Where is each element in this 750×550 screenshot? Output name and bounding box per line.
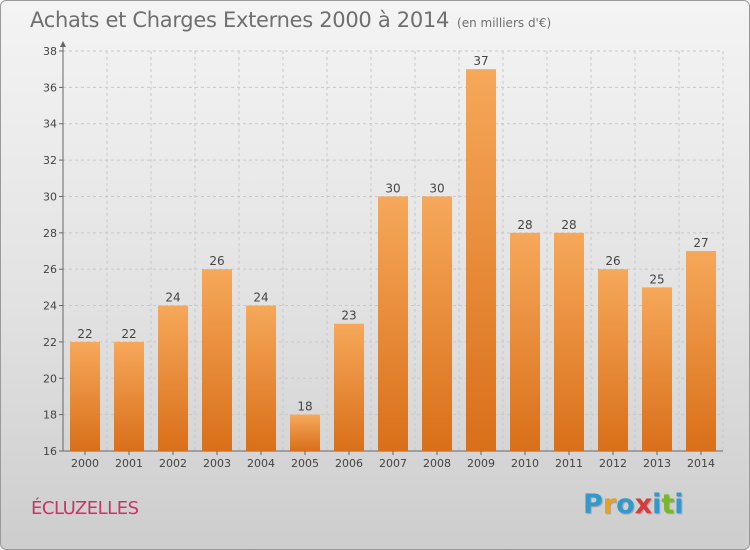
chart-title-text: Achats et Charges Externes 2000 à 2014: [30, 8, 450, 32]
x-tick-label: 2001: [115, 457, 143, 470]
y-tick-label: 18: [43, 409, 57, 422]
bar-value-label: 27: [693, 236, 708, 250]
y-tick-label: 38: [43, 45, 57, 58]
bar: [598, 269, 628, 451]
x-tick-label: 2011: [555, 457, 583, 470]
x-tick-label: 2010: [511, 457, 539, 470]
bar-value-label: 37: [473, 54, 488, 68]
bar-value-label: 18: [297, 400, 312, 414]
x-tick-label: 2006: [335, 457, 363, 470]
commune-name: ÉCLUZELLES: [31, 498, 139, 519]
bar-value-label: 28: [517, 218, 532, 232]
y-tick-label: 22: [43, 336, 57, 349]
chart-unit: (en milliers d'€): [457, 16, 552, 30]
bar: [290, 414, 320, 451]
bar-value-label: 22: [121, 327, 136, 341]
bar-value-label: 23: [341, 309, 356, 323]
logo-letter: i: [652, 489, 662, 520]
y-tick-label: 34: [43, 118, 57, 131]
x-tick-label: 2005: [291, 457, 319, 470]
x-tick-label: 2004: [247, 457, 275, 470]
bar-value-label: 22: [77, 327, 92, 341]
y-tick-label: 32: [43, 154, 57, 167]
y-tick-label: 28: [43, 227, 57, 240]
bar-value-label: 25: [649, 272, 664, 286]
logo-letter: i: [674, 489, 684, 520]
bar: [466, 69, 496, 451]
bar: [202, 269, 232, 451]
bar-value-label: 26: [209, 254, 224, 268]
bar: [70, 341, 100, 451]
logo-letter: o: [616, 489, 635, 520]
logo-letter: t: [661, 489, 675, 520]
y-tick-label: 36: [43, 81, 57, 94]
bar: [686, 251, 716, 451]
x-tick-label: 2012: [599, 457, 627, 470]
x-tick-label: 2013: [643, 457, 671, 470]
y-tick-label: 30: [43, 190, 57, 203]
bar-value-label: 26: [605, 254, 620, 268]
y-tick-label: 26: [43, 263, 57, 276]
bar-value-label: 24: [165, 291, 180, 305]
bar: [642, 287, 672, 451]
y-tick-label: 20: [43, 372, 57, 385]
bar-value-label: 28: [561, 218, 576, 232]
y-axis-arrow: [60, 41, 66, 47]
bar-value-label: 30: [429, 181, 444, 195]
bars: [70, 69, 716, 451]
y-tick-label: 16: [43, 445, 57, 458]
labels: 16 18 20 22 24 26 28 30 32 34 36 38 22 2000 22 2001 24 20…: [43, 45, 715, 470]
chart-title: Achats et Charges Externes 2000 à 2014 (e…: [30, 8, 551, 32]
x-tick-label: 2003: [203, 457, 231, 470]
bar: [378, 196, 408, 451]
y-tick-label: 24: [43, 300, 57, 313]
logo-letter: P: [583, 489, 603, 520]
x-tick-label: 2009: [467, 457, 495, 470]
logo-letter: x: [634, 489, 653, 520]
bar: [246, 305, 276, 451]
x-tick-label: 2008: [423, 457, 451, 470]
bar: [114, 341, 144, 451]
proxiti-logo: Proxiti: [583, 489, 684, 520]
x-tick-label: 2014: [687, 457, 715, 470]
x-tick-label: 2000: [71, 457, 99, 470]
x-tick-label: 2007: [379, 457, 407, 470]
bar: [158, 305, 188, 451]
bar: [510, 232, 540, 451]
bar: [422, 196, 452, 451]
bar: [554, 232, 584, 451]
x-tick-label: 2002: [159, 457, 187, 470]
logo-letter: r: [602, 489, 617, 520]
bar-value-label: 24: [253, 291, 268, 305]
bar-value-label: 30: [385, 181, 400, 195]
bar: [334, 323, 364, 451]
